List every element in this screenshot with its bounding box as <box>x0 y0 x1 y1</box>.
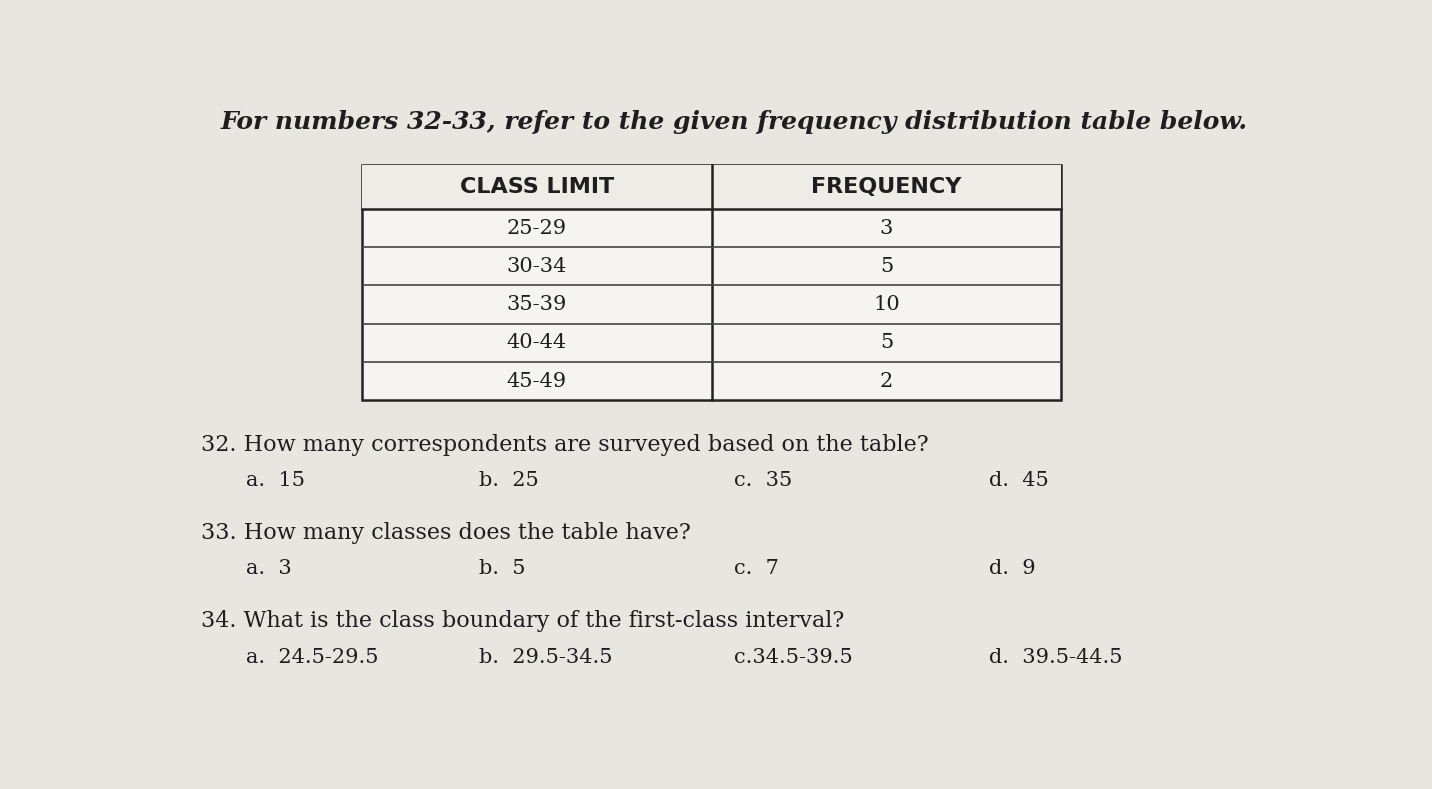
Text: d.  45: d. 45 <box>990 471 1048 490</box>
Text: 32. How many correspondents are surveyed based on the table?: 32. How many correspondents are surveyed… <box>200 434 929 456</box>
Text: b.  25: b. 25 <box>478 471 538 490</box>
Text: 33. How many classes does the table have?: 33. How many classes does the table have… <box>200 522 692 544</box>
Text: 2: 2 <box>879 372 894 391</box>
Text: c.34.5-39.5: c.34.5-39.5 <box>733 648 852 667</box>
Text: 10: 10 <box>874 295 899 314</box>
Text: FREQUENCY: FREQUENCY <box>812 177 962 196</box>
Text: c.  35: c. 35 <box>733 471 792 490</box>
Text: a.  15: a. 15 <box>246 471 305 490</box>
Text: 5: 5 <box>879 256 894 276</box>
FancyBboxPatch shape <box>362 165 1061 209</box>
Text: 35-39: 35-39 <box>507 295 567 314</box>
Text: c.  7: c. 7 <box>733 559 779 578</box>
Text: 45-49: 45-49 <box>507 372 567 391</box>
Text: b.  29.5-34.5: b. 29.5-34.5 <box>478 648 611 667</box>
Text: CLASS LIMIT: CLASS LIMIT <box>460 177 614 196</box>
FancyBboxPatch shape <box>362 165 1061 400</box>
Text: 34. What is the class boundary of the first-class interval?: 34. What is the class boundary of the fi… <box>200 610 845 632</box>
Text: a.  24.5-29.5: a. 24.5-29.5 <box>246 648 378 667</box>
Text: 30-34: 30-34 <box>507 256 567 276</box>
Text: 3: 3 <box>879 219 894 237</box>
Text: 25-29: 25-29 <box>507 219 567 237</box>
Text: For numbers 32-33, refer to the given frequency distribution table below.: For numbers 32-33, refer to the given fr… <box>221 110 1247 134</box>
Text: b.  5: b. 5 <box>478 559 526 578</box>
Text: 5: 5 <box>879 334 894 353</box>
Text: 40-44: 40-44 <box>507 334 567 353</box>
Text: d.  39.5-44.5: d. 39.5-44.5 <box>990 648 1123 667</box>
Text: a.  3: a. 3 <box>246 559 291 578</box>
Text: d.  9: d. 9 <box>990 559 1035 578</box>
